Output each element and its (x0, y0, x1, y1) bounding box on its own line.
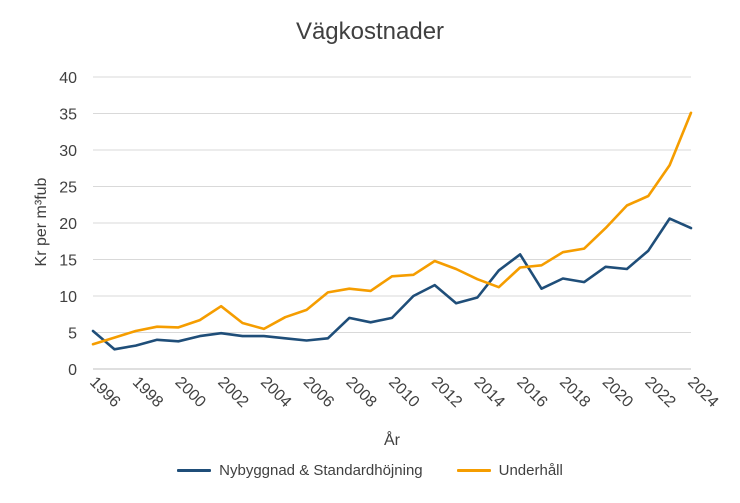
y-tick-label: 0 (68, 362, 77, 379)
series-line-1 (91, 111, 693, 346)
y-tick-label: 20 (59, 216, 77, 233)
chart-title: Vägkostnader (295, 18, 445, 45)
x-tick-label: 2022 (641, 374, 678, 411)
legend-item-nybyggnad: Nybyggnad & Standardhöjning (177, 462, 423, 479)
y-tick-label: 35 (59, 107, 77, 124)
gridlines (93, 76, 691, 370)
x-tick-label: 2002 (214, 374, 251, 411)
legend-swatch-underhall (456, 469, 491, 472)
x-tick-label: 2012 (428, 374, 465, 411)
x-tick-label: 2016 (513, 374, 550, 411)
y-tick-label: 30 (59, 143, 77, 160)
x-tick-label: 1996 (86, 374, 123, 411)
y-tick-label: 25 (59, 180, 77, 197)
x-tick-label: 2006 (300, 374, 337, 411)
y-tick-label: 10 (59, 289, 77, 306)
y-tick-label: 15 (59, 253, 77, 270)
x-tick-label: 2010 (385, 374, 422, 411)
legend-label-underhall: Underhåll (498, 462, 563, 479)
x-tick-label: 1998 (129, 374, 166, 411)
legend-item-underhall: Underhåll (456, 462, 563, 479)
series-line-0 (91, 217, 693, 351)
x-tick-label: 2004 (257, 374, 294, 411)
data-series (91, 111, 693, 351)
x-tick-label: 2024 (684, 374, 721, 411)
x-tick-label: 2018 (556, 374, 593, 411)
legend: Nybyggnad & Standardhöjning Underhåll (0, 462, 740, 479)
legend-label-nybyggnad: Nybyggnad & Standardhöjning (219, 462, 423, 479)
y-axis-label: Kr per m³fub (33, 177, 50, 266)
x-axis-label: År (384, 430, 401, 449)
x-tick-label: 2020 (599, 374, 636, 411)
y-tick-label: 5 (68, 326, 77, 343)
y-tick-labels: 0 5 10 15 20 25 30 35 40 (59, 70, 77, 379)
x-tick-label: 2008 (342, 374, 379, 411)
y-tick-label: 40 (59, 70, 77, 87)
x-tick-label: 2000 (172, 374, 209, 411)
legend-swatch-nybyggnad (177, 469, 212, 472)
x-tick-label: 2014 (471, 374, 508, 411)
x-tick-labels: 1996 1998 2000 2002 2004 2006 2008 2010 2012 2014… (86, 374, 721, 411)
